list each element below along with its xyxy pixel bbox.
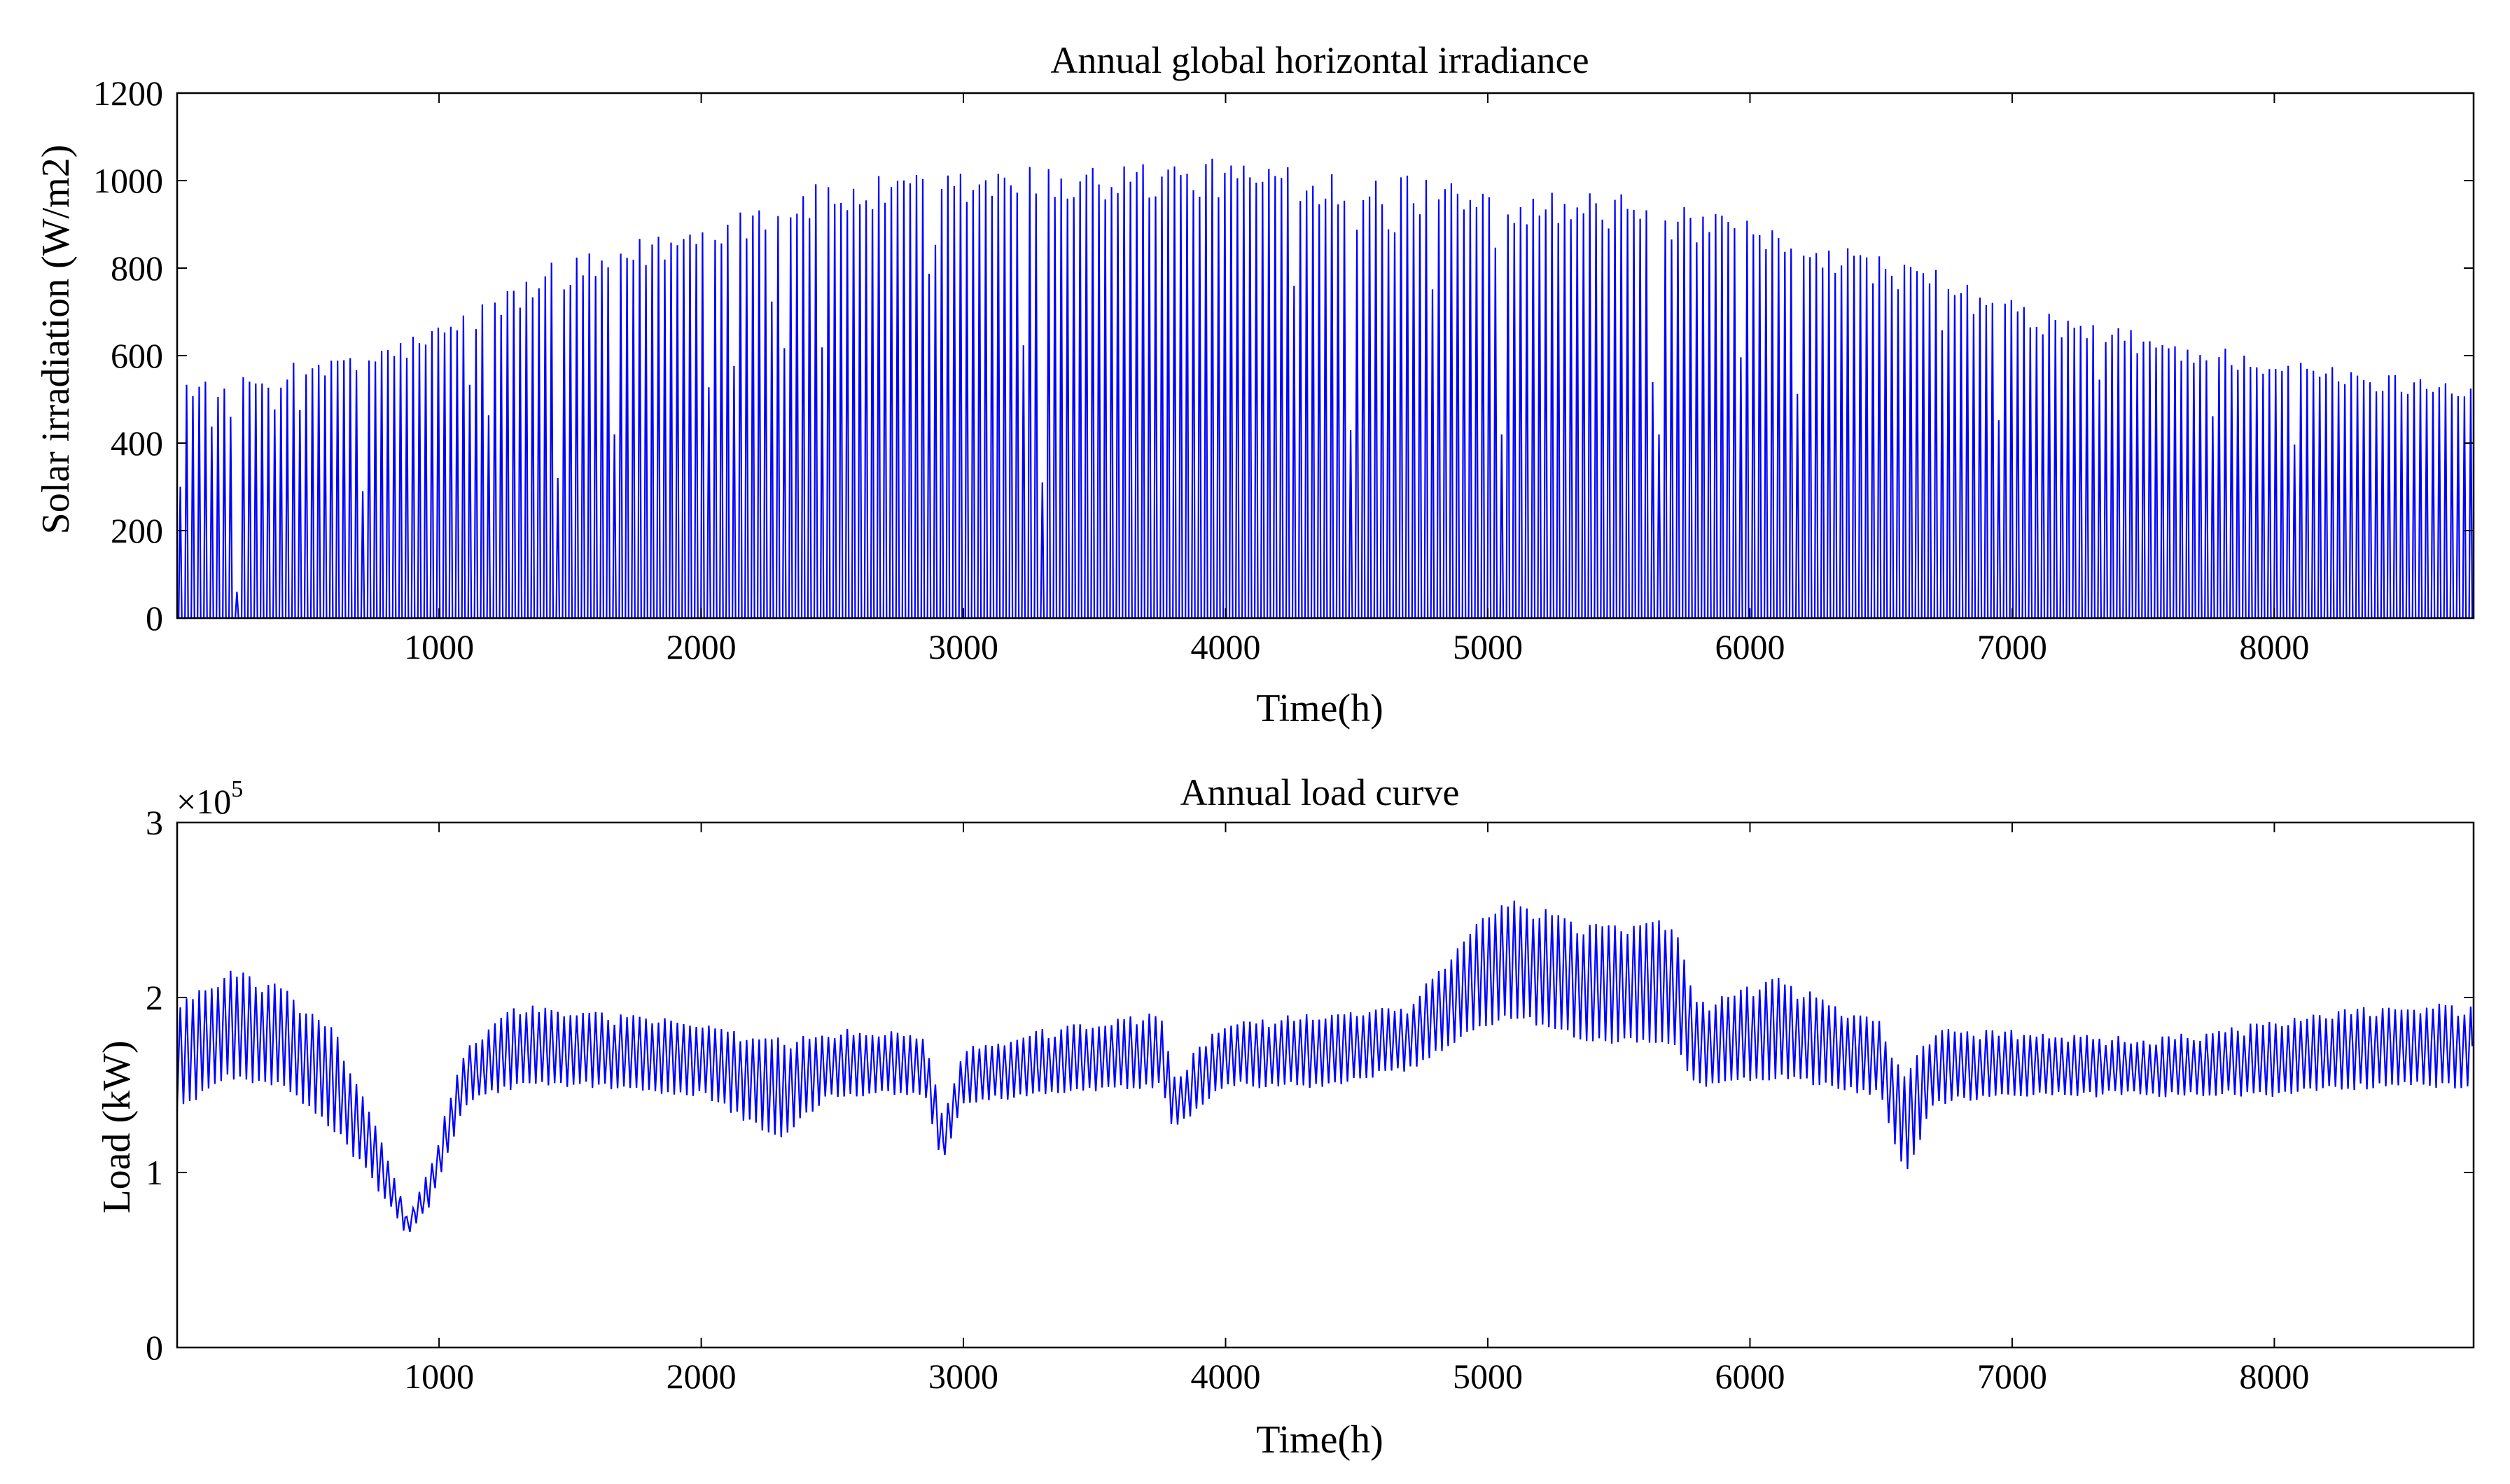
load-x-ticks: 1000 2000 3000 4000 5000 6000 7000 8000 <box>404 822 2309 1396</box>
x-tick-label: 1000 <box>404 627 474 666</box>
x-tick-label: 6000 <box>1715 627 1785 666</box>
x-tick-label: 4000 <box>1191 1357 1261 1396</box>
x-tick-label: 1000 <box>404 1357 474 1396</box>
x-tick-label: 8000 <box>2239 627 2309 666</box>
x-tick-label: 6000 <box>1715 1357 1785 1396</box>
load-line <box>176 900 2474 1232</box>
load-series <box>176 900 2474 1232</box>
irradiance-chart: Annual global horizontal irradiance Sola… <box>34 39 2475 730</box>
irradiance-x-ticks: 1000 2000 3000 4000 5000 6000 7000 8000 <box>404 93 2309 666</box>
load-x-axis-label: Time(h) <box>1256 1418 1383 1462</box>
irradiance-y-axis-label: Solar irradiation (W/m2) <box>34 145 78 535</box>
y-tick-label: 1200 <box>93 74 163 113</box>
load-y-multiplier-base: ×10 <box>176 782 231 821</box>
irradiance-plot-frame <box>176 92 2475 620</box>
irradiance-chart-title: Annual global horizontal irradiance <box>1050 39 1589 81</box>
x-tick-label: 7000 <box>1977 627 2047 666</box>
load-chart: Annual load curve Load (kW) ×105 Time(h)… <box>95 771 2475 1462</box>
load-chart-title: Annual load curve <box>1180 771 1460 813</box>
load-plot-frame <box>176 821 2475 1349</box>
load-y-axis-label: Load (kW) <box>95 1040 139 1213</box>
irradiance-series <box>177 158 2474 620</box>
x-tick-label: 5000 <box>1453 627 1523 666</box>
y-tick-label: 1000 <box>93 161 163 200</box>
y-tick-label: 800 <box>111 248 163 288</box>
irradiance-y-ticks: 0 200 400 600 800 1000 1200 <box>93 74 2474 638</box>
x-tick-label: 2000 <box>667 1357 737 1396</box>
x-tick-label: 3000 <box>928 1357 998 1396</box>
y-tick-label: 0 <box>146 598 163 638</box>
y-tick-label: 3 <box>146 803 163 842</box>
x-tick-label: 5000 <box>1453 1357 1523 1396</box>
x-tick-label: 8000 <box>2239 1357 2309 1396</box>
irradiance-x-axis-label: Time(h) <box>1256 687 1383 730</box>
load-y-multiplier: ×105 <box>176 776 243 821</box>
y-tick-label: 400 <box>111 424 163 463</box>
x-tick-label: 4000 <box>1191 627 1261 666</box>
irradiance-line <box>177 158 2474 620</box>
load-y-multiplier-exponent: 5 <box>231 776 243 802</box>
y-tick-label: 200 <box>111 511 163 550</box>
y-tick-label: 2 <box>146 978 163 1017</box>
x-tick-label: 2000 <box>667 627 737 666</box>
y-tick-label: 0 <box>146 1328 163 1367</box>
y-tick-label: 600 <box>111 336 163 375</box>
load-y-ticks: 0 1 2 3 <box>146 803 2474 1367</box>
x-tick-label: 7000 <box>1977 1357 2047 1396</box>
x-tick-label: 3000 <box>928 627 998 666</box>
y-tick-label: 1 <box>146 1153 163 1192</box>
